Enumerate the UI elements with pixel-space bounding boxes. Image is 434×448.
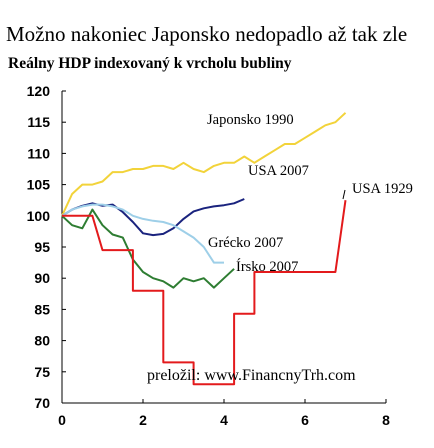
- y-tick-label: 90: [34, 270, 50, 286]
- series-line-irsko-2007: [61, 208, 235, 289]
- series-line-usa-1929: [62, 200, 347, 386]
- y-tick-label: 70: [34, 395, 50, 411]
- y-tick-label: 115: [27, 114, 50, 130]
- annotation-irsko-2007: Írsko 2007: [236, 258, 298, 275]
- series-line-japonsko-1990: [61, 112, 347, 217]
- x-tick-label: 4: [220, 412, 228, 428]
- axes: 70 75 80 85 90 95 100 105 110 115 120 0 2 4 6 8: [27, 83, 390, 428]
- series-line-grecko-2007: [61, 203, 224, 264]
- credit-text: preložil: www.FinancnyTrh.com: [147, 367, 356, 384]
- x-tick-label: 6: [301, 412, 309, 428]
- annotation-usa-1929: USA 1929: [352, 181, 413, 197]
- annotation-layer: Japonsko 1990 USA 2007 Grécko 2007 Írsko…: [207, 112, 413, 275]
- y-tick-label: 95: [34, 239, 50, 255]
- y-tick-label: 120: [27, 83, 51, 99]
- annotation-japonsko-1990: Japonsko 1990: [207, 112, 294, 128]
- series-line-usa-2007: [61, 198, 245, 237]
- annotation-grecko-2007: Grécko 2007: [208, 235, 283, 251]
- x-tick-label: 8: [382, 412, 390, 428]
- x-tick-label: 0: [58, 412, 66, 428]
- y-tick-label: 80: [34, 333, 50, 349]
- y-tick-label: 75: [34, 364, 50, 380]
- x-tick-label: 2: [139, 412, 147, 428]
- chart-subtitle: Reálny HDP indexovaný k vrcholu bubliny: [8, 55, 292, 72]
- series-layer: [61, 112, 347, 386]
- y-tick-label: 110: [27, 145, 50, 161]
- y-tick-label: 105: [27, 177, 51, 193]
- chart-title: Možno nakoniec Japonsko nedopadlo až tak…: [6, 22, 408, 46]
- annotation-usa-2007: USA 2007: [248, 163, 309, 179]
- y-tick-label: 100: [27, 208, 51, 224]
- annotation-usa-1929-leader: [342, 189, 346, 200]
- y-tick-label: 85: [34, 301, 50, 317]
